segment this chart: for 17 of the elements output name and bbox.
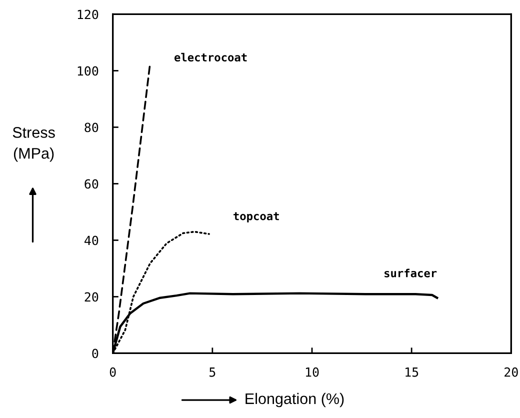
y-tick-label: 0 <box>92 348 98 358</box>
y-tick-label: 60 <box>84 179 98 189</box>
x-tick-label: 20 <box>504 367 518 377</box>
x-tick-label: 15 <box>406 368 418 377</box>
y-tick-label: 20 <box>84 292 98 302</box>
x-tick-label: 10 <box>306 367 319 377</box>
series-label: surfacer <box>384 268 437 278</box>
x-axis-title: Elongation (%) <box>246 392 344 408</box>
x-tick-label: 5 <box>210 368 216 377</box>
y-tick-label: 40 <box>84 236 98 246</box>
y-tick-label: 100 <box>78 66 98 76</box>
y-tick-label: 80 <box>84 122 98 132</box>
text: topcoat <box>234 212 279 222</box>
text: electrocoat <box>174 52 247 62</box>
y-axis-title: Stress (MPa) <box>12 127 55 162</box>
x-tick-label: 0 <box>110 367 116 377</box>
y-tick-label: 120 <box>78 10 98 20</box>
